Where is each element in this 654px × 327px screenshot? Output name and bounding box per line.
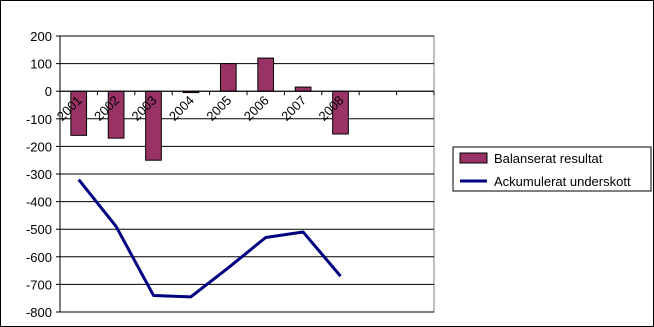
bar	[294, 86, 312, 92]
y-tick-label: -600	[26, 250, 52, 265]
line-series	[77, 178, 342, 299]
legend: Balanserat resultat Ackumulerat undersko…	[452, 146, 652, 192]
y-tick-label: -400	[26, 195, 52, 210]
y-tick-label: -300	[26, 167, 52, 182]
bar	[219, 63, 237, 92]
series-line	[77, 178, 342, 299]
y-axis-ticks: 200 100 0 -100 -200 -300 -400 -500 -600 -700 -800	[26, 29, 60, 320]
y-tick-label: -100	[26, 112, 52, 127]
y-tick-label: -800	[26, 305, 52, 320]
y-tick-label: 0	[45, 84, 52, 99]
bar-series	[70, 57, 349, 161]
y-tick-label: -200	[26, 139, 52, 154]
legend-swatch-balanserat	[459, 152, 488, 164]
gridlines	[59, 35, 434, 313]
y-tick-label: -500	[26, 222, 52, 237]
y-tick-label: 200	[30, 29, 52, 44]
y-tick-label: 100	[30, 57, 52, 72]
legend-label-ackumulerat: Ackumulerat underskott	[494, 174, 631, 189]
y-tick-label: -700	[26, 277, 52, 292]
legend-label-balanserat: Balanserat resultat	[494, 151, 603, 166]
bar	[257, 57, 275, 92]
